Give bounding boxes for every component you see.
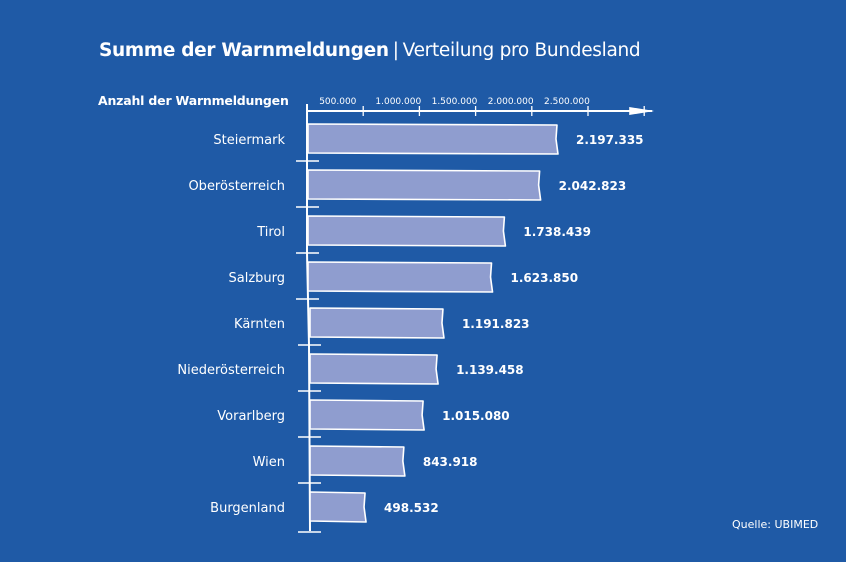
- bar: [307, 169, 542, 201]
- category-label: Vorarlberg: [217, 409, 285, 424]
- x-tick-label: 1.500.000: [432, 97, 478, 107]
- category-label: Salzburg: [228, 271, 285, 286]
- category-label: Niederösterreich: [177, 363, 285, 378]
- bar: [307, 123, 559, 155]
- bar: [309, 491, 367, 523]
- value-label: 1.139.458: [456, 363, 524, 377]
- chart-title: Summe der Warnmeldungen | Verteilung pro B…: [99, 40, 641, 61]
- chart-subtitle: Verteilung pro Bundesland: [402, 40, 641, 61]
- value-label: 1.015.080: [442, 409, 510, 423]
- bar: [309, 353, 439, 385]
- value-label: 2.042.823: [559, 179, 627, 193]
- x-tick-label: 1.000.000: [375, 97, 421, 107]
- category-label: Burgenland: [210, 501, 285, 516]
- x-tick-label: 2.500.000: [544, 97, 590, 107]
- x-tick-label: 2.000.000: [488, 97, 534, 107]
- category-label: Oberösterreich: [188, 179, 285, 194]
- value-label: 1.623.850: [511, 271, 579, 285]
- bars: Steiermark 2.197.335 Oberösterreich 2.042.8…: [177, 123, 644, 523]
- bar: [309, 307, 445, 339]
- value-label: 2.197.335: [576, 133, 644, 147]
- value-label: 1.738.439: [523, 225, 591, 239]
- bar: [309, 399, 425, 431]
- category-label: Wien: [253, 455, 285, 470]
- x-axis-arrow: [629, 107, 655, 115]
- bar: [307, 215, 507, 247]
- title-separator: |: [392, 40, 399, 61]
- chart-title-main: Summe der Warnmeldungen: [99, 40, 389, 61]
- axis-label: Anzahl der Warnmeldungen: [98, 93, 289, 108]
- x-axis: 500.000 1.000.000 1.500.000 2.000.000 2.500.…: [296, 97, 655, 533]
- category-label: Tirol: [256, 225, 285, 240]
- source-note: Quelle: UBIMED: [732, 518, 819, 531]
- value-label: 1.191.823: [462, 317, 530, 331]
- x-tick-label: 500.000: [319, 97, 356, 107]
- category-label: Steiermark: [213, 133, 285, 148]
- bar: [309, 445, 406, 477]
- value-label: 843.918: [423, 455, 478, 469]
- bar: [307, 261, 494, 293]
- value-label: 498.532: [384, 501, 439, 515]
- category-label: Kärnten: [234, 317, 285, 332]
